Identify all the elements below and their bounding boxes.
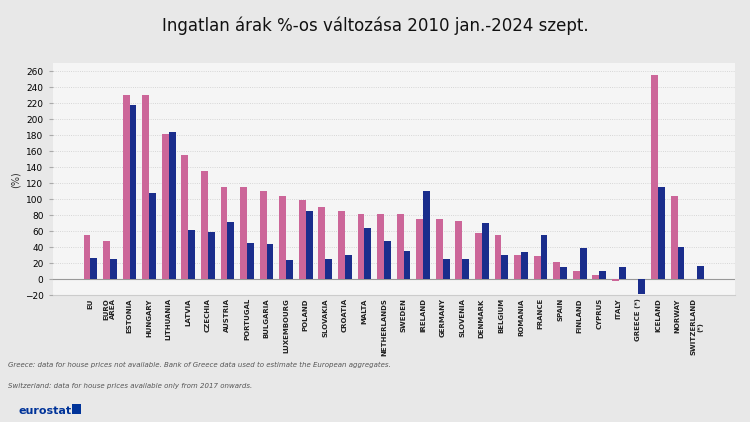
Bar: [580, 248, 586, 279]
Bar: [573, 271, 580, 279]
Bar: [345, 255, 352, 279]
Bar: [698, 266, 704, 279]
Bar: [436, 219, 442, 279]
Bar: [286, 260, 293, 279]
Bar: [358, 214, 364, 279]
Bar: [240, 187, 247, 279]
Bar: [182, 154, 188, 279]
Bar: [541, 235, 548, 279]
Bar: [220, 187, 227, 279]
Text: Greece: data for house prices not available. Bank of Greece data used to estimat: Greece: data for house prices not availa…: [8, 362, 390, 368]
Bar: [612, 279, 619, 281]
Bar: [502, 255, 509, 279]
Bar: [162, 134, 169, 279]
Bar: [658, 187, 664, 279]
Bar: [514, 255, 521, 279]
Bar: [306, 211, 313, 279]
Bar: [326, 259, 332, 279]
Bar: [397, 214, 404, 279]
Bar: [462, 260, 469, 279]
Bar: [416, 219, 423, 279]
Bar: [142, 95, 149, 279]
Bar: [90, 258, 98, 279]
Bar: [423, 191, 430, 279]
Bar: [201, 171, 208, 279]
Bar: [384, 241, 391, 279]
Bar: [208, 232, 214, 279]
Bar: [482, 223, 489, 279]
Bar: [279, 196, 286, 279]
Bar: [123, 95, 130, 279]
Bar: [377, 214, 384, 279]
Bar: [638, 279, 645, 294]
Bar: [560, 268, 567, 279]
Text: Switzerland: data for house prices available only from 2017 onwards.: Switzerland: data for house prices avail…: [8, 383, 252, 389]
Bar: [260, 191, 266, 279]
Text: Ingatlan árak %-os változása 2010 jan.-2024 szept.: Ingatlan árak %-os változása 2010 jan.-2…: [162, 17, 588, 35]
Bar: [677, 246, 685, 279]
Bar: [247, 243, 254, 279]
Y-axis label: (%): (%): [10, 171, 20, 188]
Bar: [592, 276, 599, 279]
Bar: [110, 260, 117, 279]
Bar: [599, 271, 606, 279]
Bar: [475, 233, 482, 279]
Bar: [169, 132, 176, 279]
Bar: [455, 221, 462, 279]
Bar: [521, 252, 528, 279]
Bar: [534, 256, 541, 279]
Bar: [83, 235, 90, 279]
Bar: [619, 268, 626, 279]
Bar: [319, 206, 326, 279]
Bar: [130, 105, 136, 279]
Bar: [266, 244, 274, 279]
Bar: [227, 222, 234, 279]
Bar: [298, 200, 306, 279]
Bar: [364, 228, 371, 279]
Bar: [188, 230, 195, 279]
Bar: [554, 262, 560, 279]
Bar: [149, 193, 156, 279]
Bar: [494, 235, 502, 279]
Bar: [442, 260, 449, 279]
Bar: [651, 75, 658, 279]
Bar: [404, 252, 410, 279]
Bar: [338, 211, 345, 279]
Bar: [103, 241, 110, 279]
Bar: [670, 196, 677, 279]
Text: eurostat: eurostat: [19, 406, 72, 416]
